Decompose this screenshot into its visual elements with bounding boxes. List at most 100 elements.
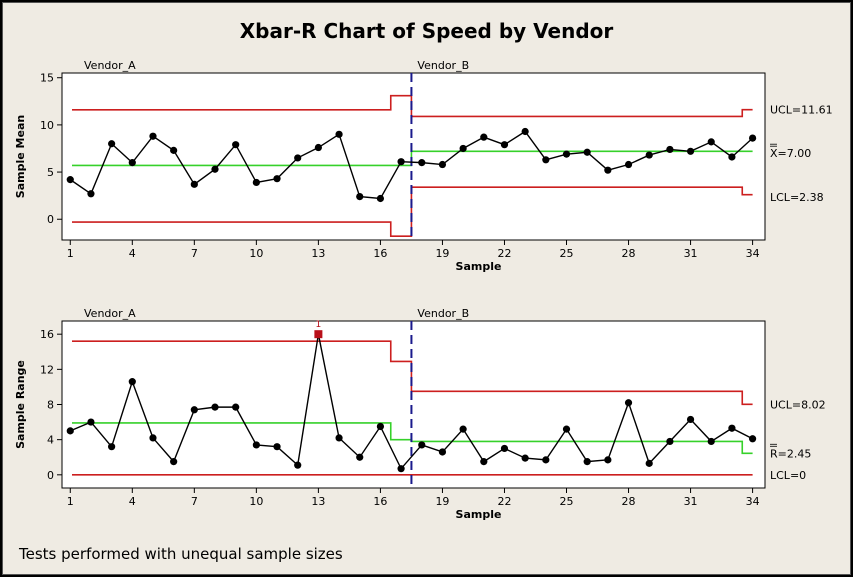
data-point (686, 415, 695, 424)
data-point (397, 158, 405, 166)
x-axis-label: Sample (456, 260, 502, 273)
cl-value-label: X=7.00 (770, 147, 811, 160)
group-label-vendor-b: Vendor_B (417, 59, 469, 72)
x-tick-label: 10 (249, 247, 263, 260)
lcl-value-label: LCL=0 (770, 469, 806, 482)
data-point (583, 148, 591, 156)
range-panel: 0 4 8 12 16 1 4 7 10 13 16 19 22 25 28 31 34 Sample Sample… (14, 307, 826, 521)
x-tick-label: 34 (746, 247, 760, 260)
data-point (707, 138, 715, 146)
data-point (190, 406, 198, 414)
x-tick-label: 13 (311, 495, 325, 508)
data-point (149, 132, 157, 140)
data-point (252, 178, 260, 187)
data-point (645, 459, 653, 467)
data-point (170, 458, 178, 466)
data-point (624, 160, 633, 169)
ucl-value-label: UCL=11.61 (770, 104, 833, 117)
y-tick-label: 16 (40, 328, 54, 341)
data-point (128, 378, 136, 386)
data-point (686, 147, 695, 155)
data-point (66, 176, 74, 184)
footnote: Tests performed with unequal sample size… (19, 545, 343, 563)
data-point (335, 434, 343, 442)
data-point (87, 190, 95, 198)
y-axis-label: Sample Range (14, 360, 27, 449)
x-axis-label: Sample (456, 508, 502, 521)
data-point (273, 175, 281, 183)
y-tick-label: 12 (40, 363, 54, 376)
data-point (294, 154, 302, 162)
y-tick-label: 8 (47, 399, 54, 412)
data-point (728, 424, 736, 432)
data-point (149, 434, 157, 442)
data-point (314, 143, 322, 152)
data-point (500, 444, 509, 453)
data-point (666, 145, 674, 154)
xbar-panel: 0 5 10 15 1 4 7 10 13 16 19 22 25 28 31 34 Sample Sample … (14, 59, 833, 273)
x-tick-label: 22 (497, 247, 511, 260)
y-tick-label: 15 (40, 72, 54, 85)
flag-label: 1 (316, 320, 322, 330)
x-tick-label: 7 (191, 495, 198, 508)
data-point (66, 427, 74, 435)
series-line (69, 130, 754, 200)
data-point (583, 458, 591, 466)
x-tick-label: 31 (684, 495, 698, 508)
y-tick-label: 0 (47, 213, 54, 226)
data-point (562, 150, 571, 158)
y-tick-label: 10 (40, 119, 54, 132)
x-tick-label: 1 (67, 495, 74, 508)
data-point (418, 441, 426, 449)
data-point (87, 418, 95, 426)
data-point (108, 443, 116, 451)
data-point (500, 141, 509, 149)
data-point (480, 133, 488, 141)
cl-value-label: R=2.45 (770, 447, 811, 460)
data-point (108, 140, 116, 148)
data-point (376, 422, 385, 431)
ucl-value-label: UCL=8.02 (770, 398, 826, 411)
data-point (666, 437, 674, 446)
x-tick-label: 25 (560, 495, 574, 508)
x-tick-label: 16 (373, 247, 387, 260)
data-point (748, 435, 757, 443)
lcl-line (72, 186, 753, 238)
data-point (232, 403, 240, 411)
plot-area (61, 72, 766, 241)
x-tick-label: 4 (129, 495, 136, 508)
ucl-line (72, 340, 753, 406)
x-tick-label: 16 (373, 495, 387, 508)
data-point (604, 456, 612, 464)
data-point (562, 425, 571, 433)
series-line (69, 334, 753, 470)
data-point (438, 448, 447, 456)
flagged-point (314, 330, 323, 339)
data-point (459, 144, 467, 153)
x-tick-label: 7 (191, 247, 198, 260)
data-point (480, 458, 488, 466)
data-point (294, 461, 302, 469)
data-point (376, 194, 385, 203)
plot-area (61, 320, 766, 489)
data-point (170, 146, 178, 154)
x-tick-label: 28 (622, 495, 636, 508)
data-point (748, 134, 757, 142)
data-point (521, 127, 529, 136)
x-tick-label: 19 (435, 495, 449, 508)
x-tick-label: 19 (435, 247, 449, 260)
data-point (273, 443, 281, 451)
data-point (438, 160, 447, 169)
x-tick-label: 31 (684, 247, 698, 260)
data-point (232, 141, 240, 149)
data-point (459, 425, 467, 433)
y-tick-label: 0 (47, 469, 54, 482)
y-tick-label: 5 (47, 166, 54, 179)
x-tick-label: 34 (746, 495, 760, 508)
data-point (128, 159, 136, 167)
data-point (356, 453, 364, 461)
data-point (211, 403, 219, 411)
x-tick-label: 28 (622, 247, 636, 260)
x-tick-label: 1 (67, 247, 74, 260)
x-tick-label: 4 (129, 247, 136, 260)
